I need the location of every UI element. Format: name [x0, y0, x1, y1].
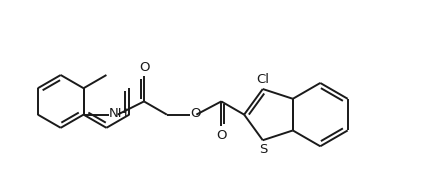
- Text: O: O: [191, 107, 201, 120]
- Text: O: O: [139, 61, 149, 74]
- Text: S: S: [259, 143, 268, 156]
- Text: O: O: [216, 128, 227, 142]
- Text: NH: NH: [109, 107, 128, 120]
- Text: Cl: Cl: [256, 73, 269, 86]
